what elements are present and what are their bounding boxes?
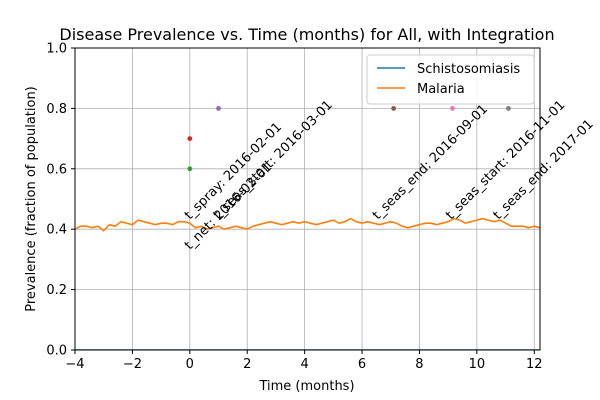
y-tick-label: 0.8 — [46, 102, 67, 117]
y-tick-label: 0.6 — [46, 162, 67, 177]
y-tick-label: 0.0 — [46, 344, 67, 359]
event-marker — [187, 136, 193, 142]
y-axis-ticks: 0.0 0.2 0.4 0.6 0.8 1.0 — [46, 42, 75, 359]
event-marker — [506, 106, 511, 111]
legend-label-schistosomiasis: Schistosomiasis — [417, 62, 520, 77]
event-marker — [450, 106, 455, 111]
legend-box — [366, 54, 535, 105]
annotation-label: t_seas_start: 2016-03-01 — [211, 98, 336, 223]
x-tick-label: 6 — [358, 357, 366, 372]
annotation-label: t_seas_end: 2016-09-01 — [370, 102, 491, 223]
y-tick-label: 0.4 — [46, 223, 67, 238]
legend: Schistosomiasis Malaria — [366, 54, 535, 105]
chart-title: Disease Prevalence vs. Time (months) for… — [59, 25, 554, 44]
grid — [74, 47, 540, 351]
markers — [187, 106, 511, 172]
x-tick-label: −4 — [65, 357, 84, 372]
event-marker — [391, 106, 397, 111]
plot-frame — [74, 47, 541, 351]
x-tick-label: 0 — [186, 357, 194, 372]
series-lines — [75, 217, 540, 350]
x-tick-label: 12 — [526, 357, 543, 372]
y-axis-label: Prevalence (fraction of population) — [24, 86, 39, 312]
legend-label-malaria: Malaria — [417, 82, 465, 97]
series-line-malaria — [75, 217, 540, 232]
y-tick-label: 0.2 — [46, 283, 67, 298]
x-tick-label: 2 — [243, 357, 251, 372]
x-tick-label: 10 — [469, 357, 486, 372]
x-axis-label: Time (months) — [258, 379, 354, 394]
y-tick-label: 1.0 — [46, 42, 67, 57]
x-tick-label: −2 — [123, 357, 142, 372]
x-tick-label: 8 — [415, 357, 423, 372]
x-tick-label: 4 — [300, 357, 308, 372]
event-marker — [187, 166, 193, 172]
event-marker — [216, 106, 221, 111]
x-axis-ticks: −4 −2 0 2 4 6 8 10 12 — [65, 350, 543, 372]
